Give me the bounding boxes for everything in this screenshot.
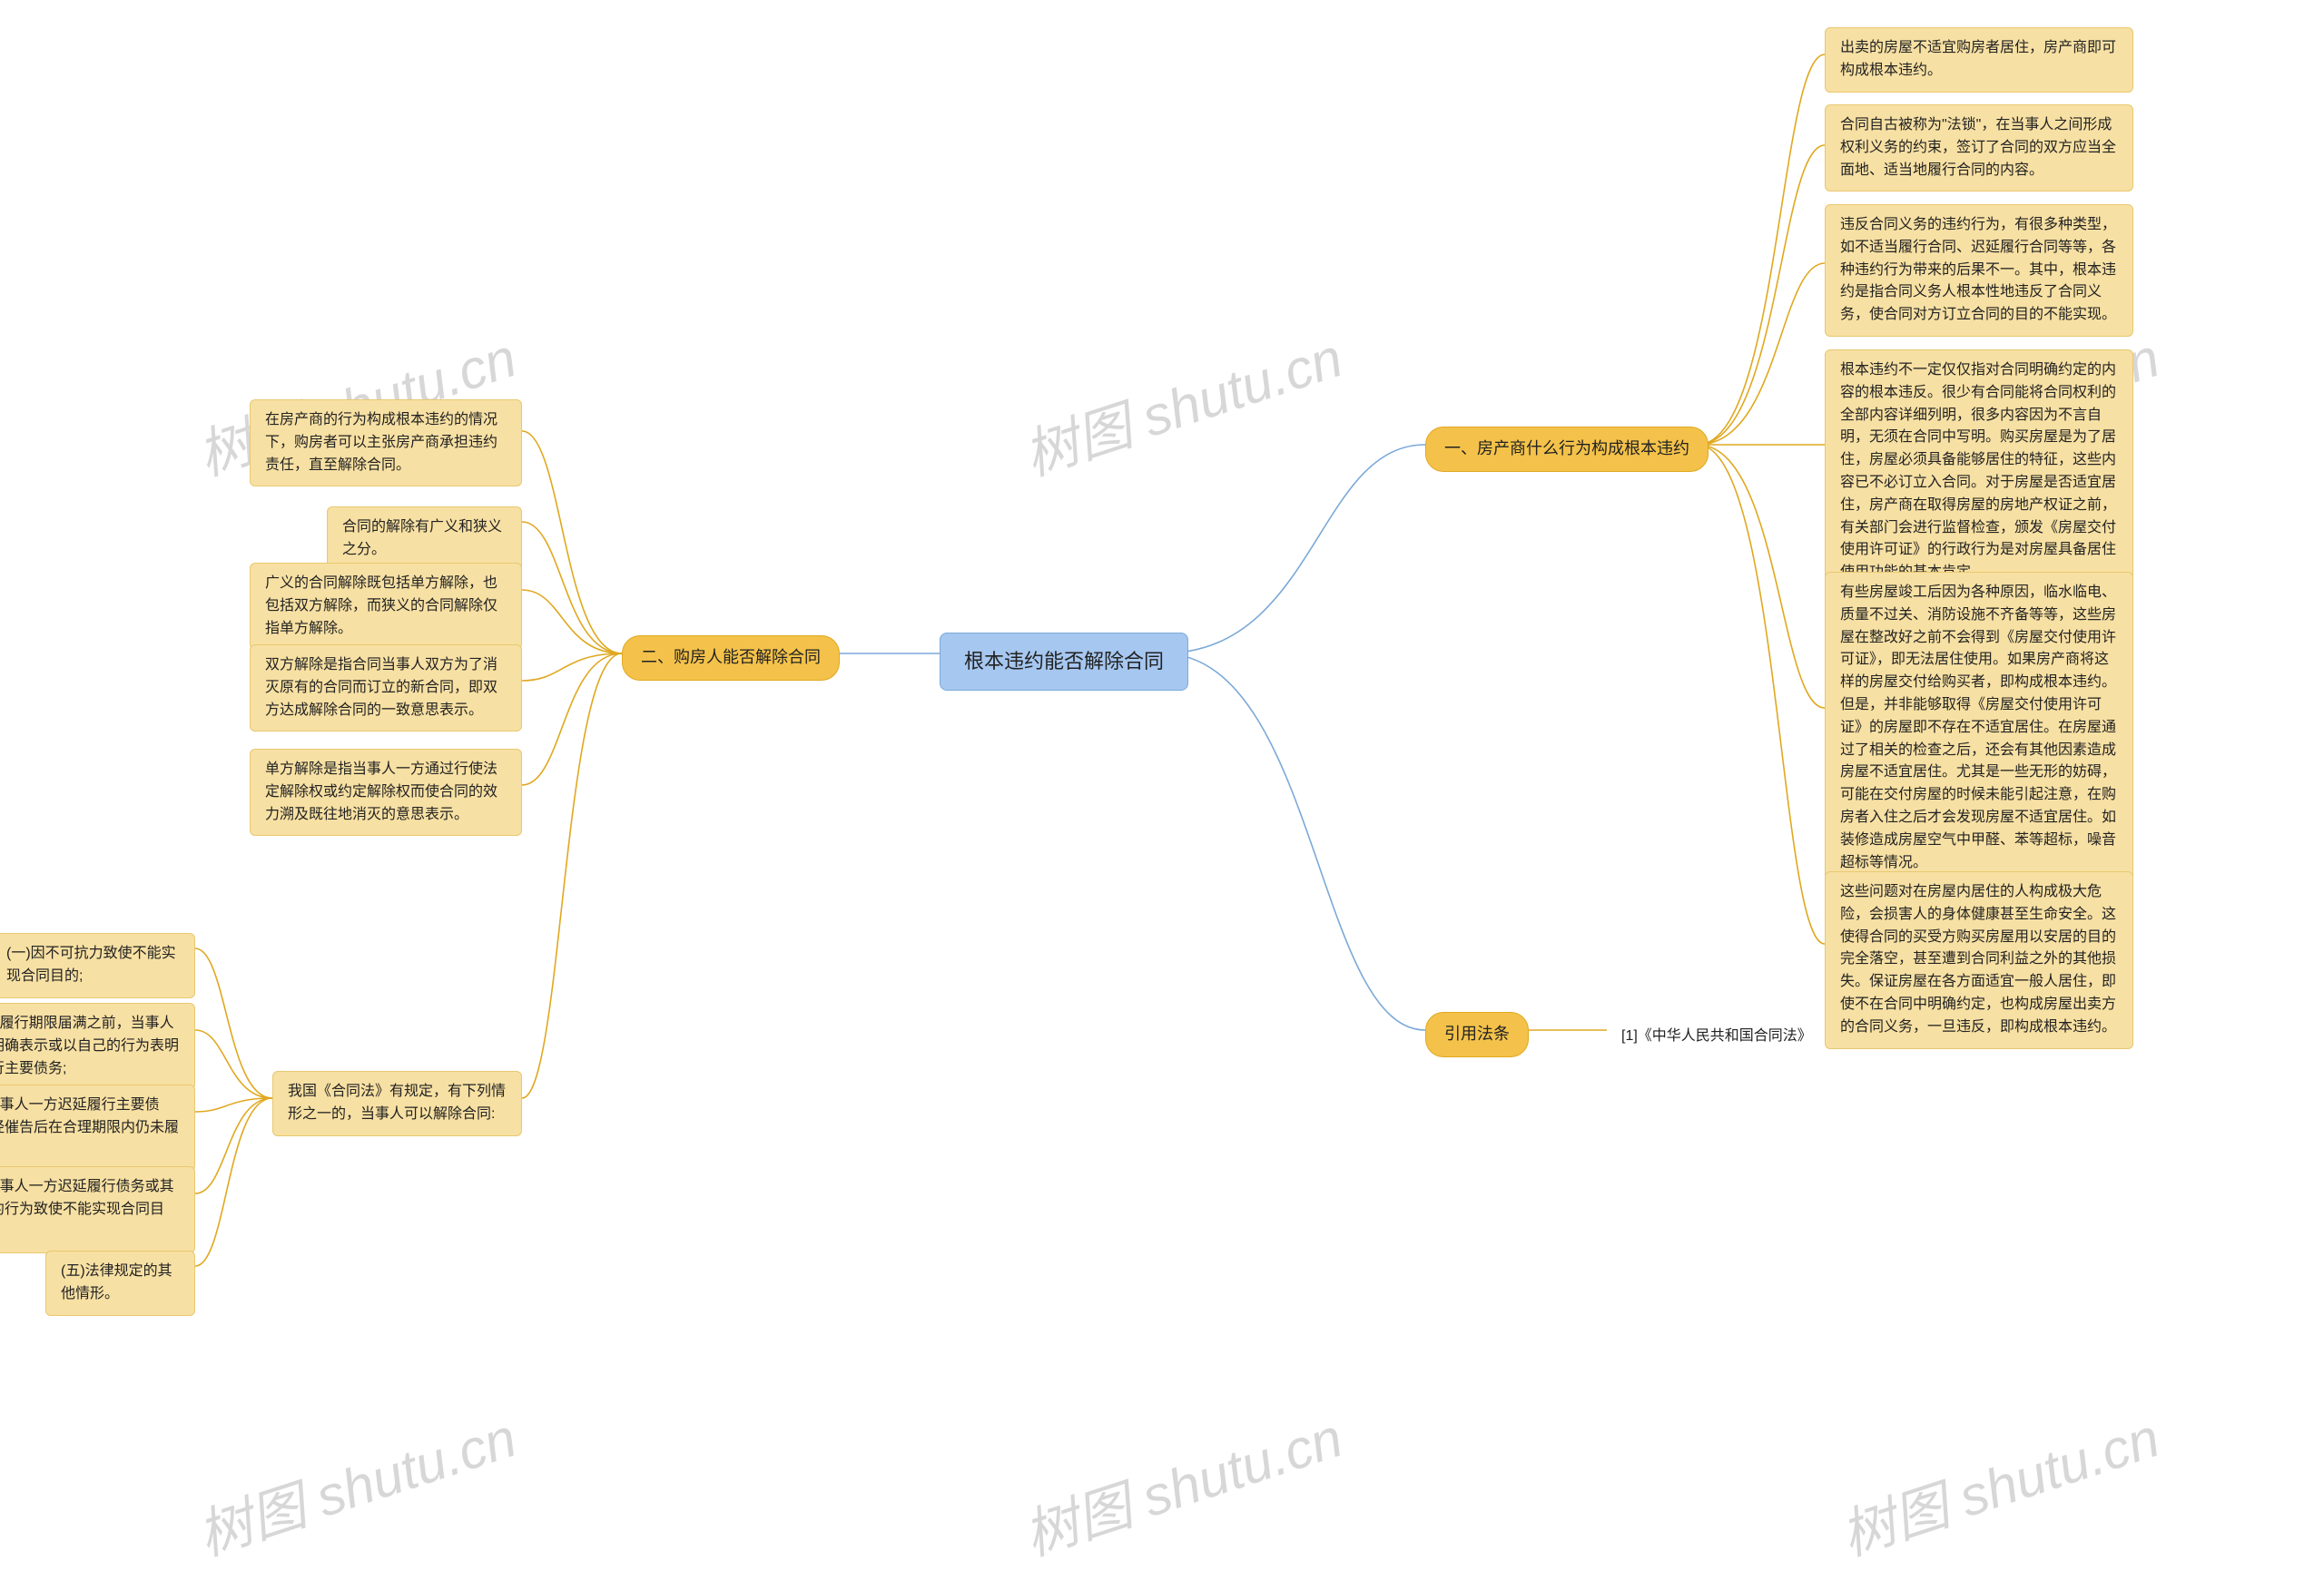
watermark: 树图 shutu.cn <box>1012 1394 1351 1571</box>
b2-leaf-5: 我国《合同法》有规定，有下列情形之一的，当事人可以解除合同: <box>272 1071 522 1136</box>
b1-leaf-4: 有些房屋竣工后因为各种原因，临水临电、质量不过关、消防设施不齐备等等，这些房屋在… <box>1825 572 2133 884</box>
b2-sub-3: (四)当事人一方迟延履行债务或其他违约行为致使不能实现合同目的; <box>0 1166 195 1253</box>
b2-sub-2: (三)当事人一方迟延履行主要债务，经催告后在合理期限内仍未履行; <box>0 1085 195 1172</box>
b2-leaf-2: 广义的合同解除既包括单方解除，也包括双方解除，而狭义的合同解除仅指单方解除。 <box>250 563 522 650</box>
b2-leaf-1: 合同的解除有广义和狭义之分。 <box>327 506 522 572</box>
b2-leaf-0: 在房产商的行为构成根本违约的情况下，购房者可以主张房产商承担违约责任，直至解除合… <box>250 399 522 486</box>
watermark: 树图 shutu.cn <box>1012 314 1351 491</box>
branch-1[interactable]: 一、房产商什么行为构成根本违约 <box>1425 427 1709 472</box>
branch-2[interactable]: 二、购房人能否解除合同 <box>622 635 840 681</box>
b2-leaf-4: 单方解除是指当事人一方通过行使法定解除权或约定解除权而使合同的效力溯及既往地消灭… <box>250 749 522 836</box>
branch-3[interactable]: 引用法条 <box>1425 1012 1529 1057</box>
b1-leaf-5: 这些问题对在房屋内居住的人构成极大危险，会损害人的身体健康甚至生命安全。这使得合… <box>1825 871 2133 1049</box>
b1-leaf-3: 根本违约不一定仅仅指对合同明确约定的内容的根本违反。很少有合同能将合同权利的全部… <box>1825 349 2133 594</box>
b2-sub-4: (五)法律规定的其他情形。 <box>45 1251 195 1316</box>
watermark: 树图 shutu.cn <box>186 1394 525 1571</box>
b1-leaf-2: 违反合同义务的违约行为，有很多种类型，如不适当履行合同、迟延履行合同等等，各种违… <box>1825 204 2133 337</box>
watermark: 树图 shutu.cn <box>1829 1394 2168 1571</box>
b3-leaf-0: [1]《中华人民共和国合同法》 <box>1607 1016 1827 1057</box>
b2-sub-1: (二)在履行期限届满之前，当事人一方明确表示或以自己的行为表明不履行主要债务; <box>0 1003 195 1090</box>
b2-leaf-3: 双方解除是指合同当事人双方为了消灭原有的合同而订立的新合同，即双方达成解除合同的… <box>250 644 522 731</box>
b1-leaf-1: 合同自古被称为"法锁"，在当事人之间形成权利义务的约束，签订了合同的双方应当全面… <box>1825 104 2133 191</box>
root-node[interactable]: 根本违约能否解除合同 <box>940 633 1188 691</box>
b1-leaf-0: 出卖的房屋不适宜购房者居住，房产商即可构成根本违约。 <box>1825 27 2133 93</box>
b2-sub-0: (一)因不可抗力致使不能实现合同目的; <box>0 933 195 998</box>
